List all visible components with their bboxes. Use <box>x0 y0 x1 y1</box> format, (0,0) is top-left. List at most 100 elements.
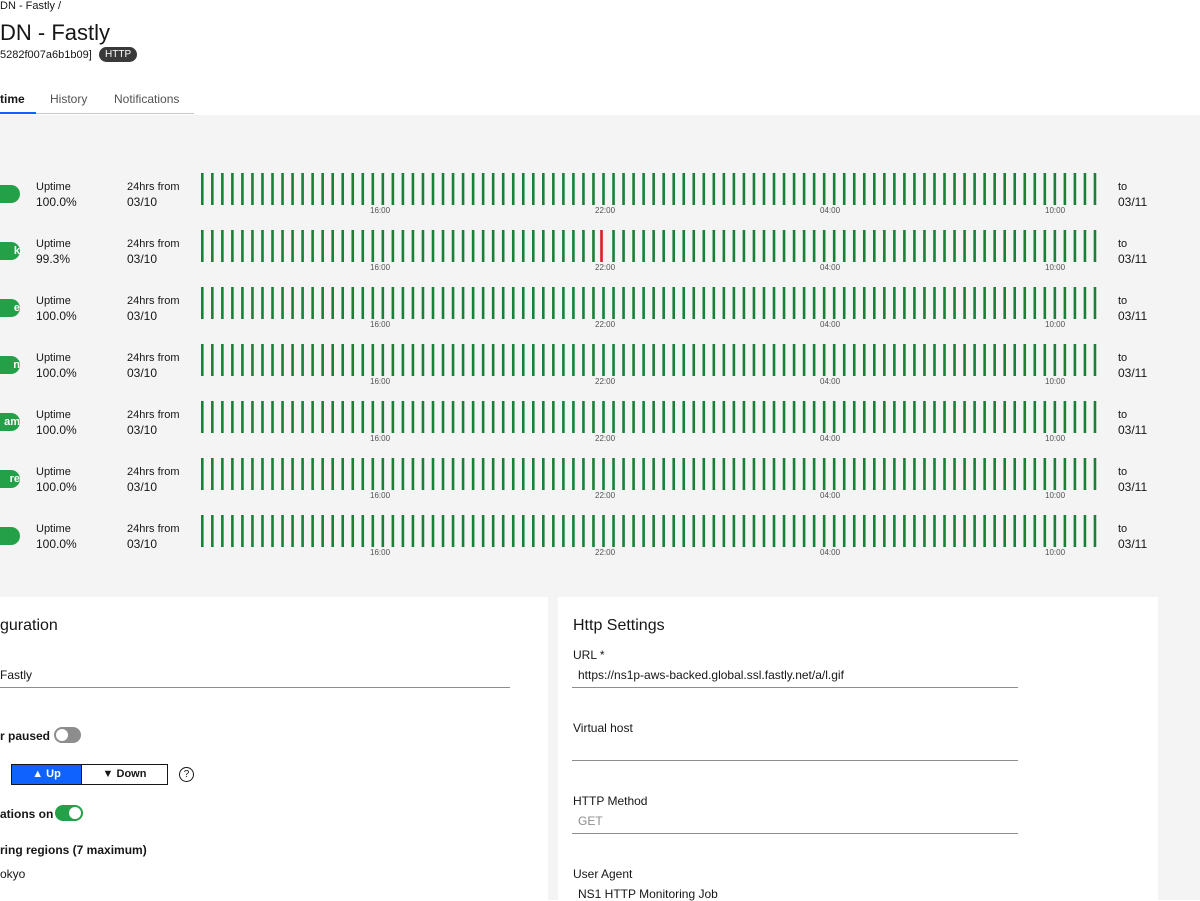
status-bar[interactable] <box>1063 401 1067 433</box>
status-bar[interactable] <box>1013 344 1017 376</box>
status-bar[interactable] <box>531 458 535 490</box>
status-bar[interactable] <box>471 287 475 319</box>
status-bar[interactable] <box>411 344 415 376</box>
status-bar[interactable] <box>221 344 224 376</box>
status-bar[interactable] <box>792 230 796 262</box>
status-bar[interactable] <box>231 344 234 376</box>
status-bar[interactable] <box>852 173 856 205</box>
status-bar[interactable] <box>822 287 826 319</box>
status-bar[interactable] <box>562 173 565 205</box>
status-bar[interactable] <box>311 173 314 205</box>
status-bar[interactable] <box>521 458 525 490</box>
status-bar[interactable] <box>792 344 796 376</box>
status-bar[interactable] <box>973 173 976 205</box>
status-bar[interactable] <box>752 173 756 205</box>
status-bar[interactable] <box>913 458 916 490</box>
status-bar[interactable] <box>742 344 746 376</box>
status-bar[interactable] <box>501 230 505 262</box>
status-bar[interactable] <box>662 173 665 205</box>
help-icon[interactable]: ? <box>179 767 194 782</box>
status-bar[interactable] <box>1093 458 1097 490</box>
status-bar[interactable] <box>622 458 625 490</box>
status-bar[interactable] <box>562 458 565 490</box>
status-bar[interactable] <box>491 344 495 376</box>
status-bar[interactable] <box>381 230 385 262</box>
status-bar[interactable] <box>211 515 214 547</box>
status-bar[interactable] <box>341 344 345 376</box>
status-bar[interactable] <box>411 401 415 433</box>
status-bar[interactable] <box>572 287 575 319</box>
status-bar[interactable] <box>702 458 706 490</box>
status-bar[interactable] <box>752 515 756 547</box>
status-bar[interactable] <box>521 173 525 205</box>
status-bar[interactable] <box>953 287 956 319</box>
status-bar[interactable] <box>983 458 986 490</box>
status-bar[interactable] <box>752 344 756 376</box>
status-bar[interactable] <box>521 515 525 547</box>
status-bar[interactable] <box>592 230 595 262</box>
status-bar[interactable] <box>822 344 826 376</box>
status-bar[interactable] <box>491 173 495 205</box>
status-bar[interactable] <box>471 230 475 262</box>
status-bar[interactable] <box>1083 287 1087 319</box>
status-bar[interactable] <box>652 401 655 433</box>
status-bar[interactable] <box>552 230 555 262</box>
status-bar[interactable] <box>883 230 886 262</box>
status-bar[interactable] <box>281 287 284 319</box>
status-bar[interactable] <box>562 401 565 433</box>
status-bar[interactable] <box>602 344 605 376</box>
status-bar[interactable] <box>822 515 826 547</box>
status-bar[interactable] <box>662 401 665 433</box>
status-bar[interactable] <box>201 287 204 319</box>
status-bar[interactable] <box>552 287 555 319</box>
status-bar[interactable] <box>692 401 696 433</box>
status-bar[interactable] <box>201 458 204 490</box>
status-bar[interactable] <box>451 401 455 433</box>
status-bar[interactable] <box>652 344 655 376</box>
status-bar[interactable] <box>852 458 856 490</box>
status-bar[interactable] <box>371 458 375 490</box>
status-bar[interactable] <box>301 401 304 433</box>
status-bar[interactable] <box>903 344 906 376</box>
status-bar[interactable] <box>1013 230 1017 262</box>
status-bar[interactable] <box>612 401 615 433</box>
status-bar[interactable] <box>401 344 405 376</box>
status-bar[interactable] <box>662 515 665 547</box>
status-bar[interactable] <box>862 173 866 205</box>
status-bar[interactable] <box>812 344 816 376</box>
status-bar[interactable] <box>842 287 846 319</box>
status-bar[interactable] <box>712 458 716 490</box>
status-bar[interactable] <box>321 230 324 262</box>
status-bar[interactable] <box>471 515 475 547</box>
status-bar[interactable] <box>592 401 595 433</box>
status-bar[interactable] <box>782 173 786 205</box>
status-bar[interactable] <box>311 287 314 319</box>
status-bar[interactable] <box>682 344 686 376</box>
status-bar[interactable] <box>883 287 886 319</box>
status-bar[interactable] <box>552 173 555 205</box>
status-bar[interactable] <box>772 287 776 319</box>
status-bar[interactable] <box>762 401 766 433</box>
status-bar[interactable] <box>381 287 385 319</box>
status-bar[interactable] <box>441 230 445 262</box>
status-bar[interactable] <box>672 230 676 262</box>
status-bar[interactable] <box>542 458 545 490</box>
status-bar[interactable] <box>652 515 655 547</box>
status-bar[interactable] <box>822 458 826 490</box>
status-bar[interactable] <box>572 458 575 490</box>
status-bar[interactable] <box>401 173 405 205</box>
status-bar[interactable] <box>231 401 234 433</box>
status-bar[interactable] <box>371 173 375 205</box>
status-bar[interactable] <box>552 458 555 490</box>
status-bar[interactable] <box>973 515 976 547</box>
status-bar[interactable] <box>1093 344 1097 376</box>
status-bar[interactable] <box>1083 230 1087 262</box>
status-bar[interactable] <box>441 344 445 376</box>
status-bar[interactable] <box>842 230 846 262</box>
status-bar[interactable] <box>201 230 204 262</box>
status-bar[interactable] <box>1073 230 1077 262</box>
status-bar[interactable] <box>712 230 716 262</box>
status-bar[interactable] <box>933 458 936 490</box>
status-bar[interactable] <box>1083 344 1087 376</box>
status-bar[interactable] <box>481 344 485 376</box>
